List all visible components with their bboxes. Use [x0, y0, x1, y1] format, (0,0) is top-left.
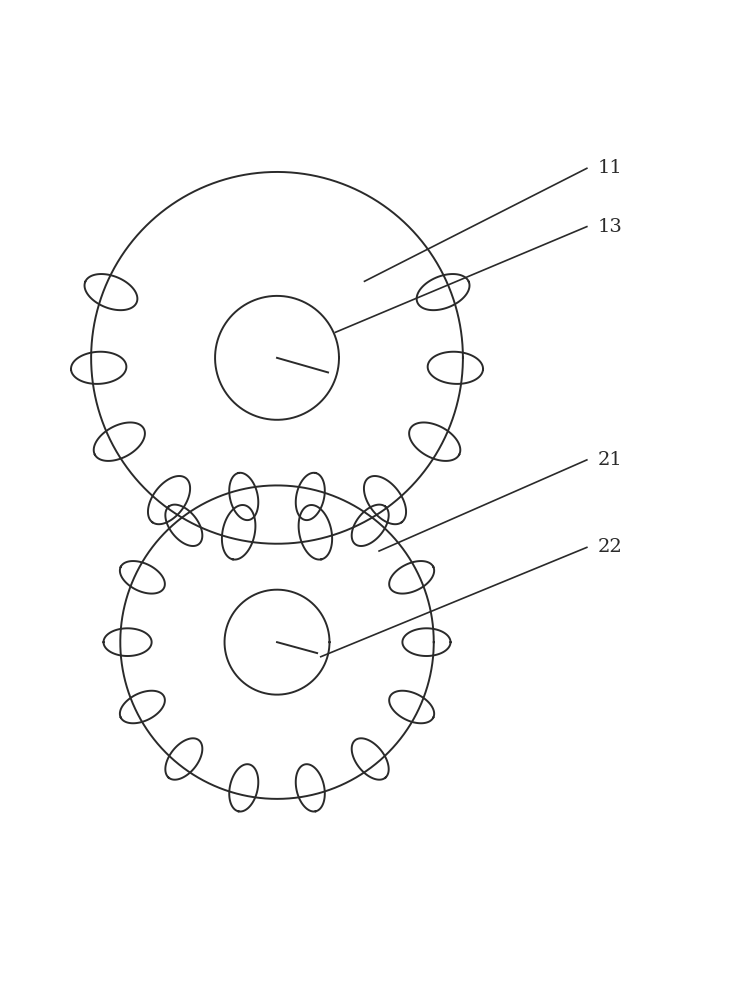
Text: 22: 22 [598, 538, 623, 556]
Text: 13: 13 [598, 218, 623, 236]
Text: 11: 11 [598, 159, 623, 177]
Text: 21: 21 [598, 451, 623, 469]
